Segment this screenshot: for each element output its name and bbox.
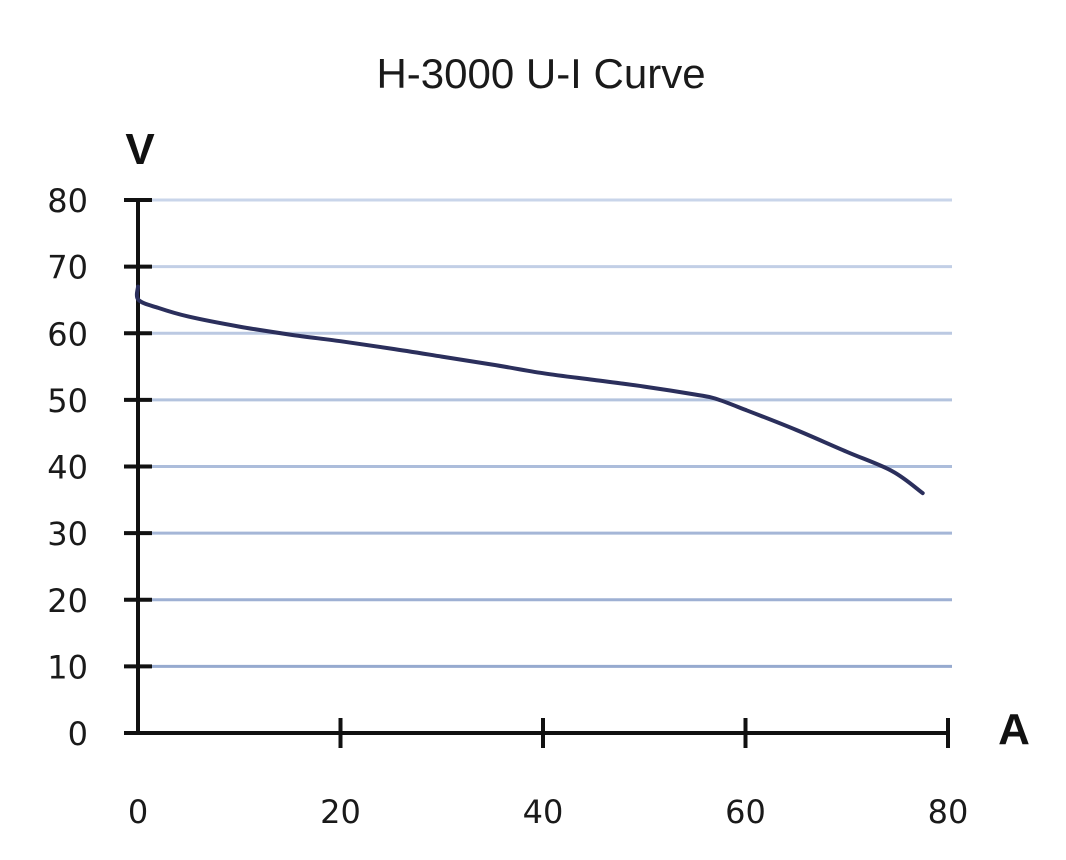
y-tick-label-50: 50 [47, 382, 88, 420]
x-tick-label-20: 20 [320, 793, 361, 831]
y-tick-label-30: 30 [47, 515, 88, 553]
y-tick-label-60: 60 [47, 315, 88, 353]
x-tick-label-40: 40 [523, 793, 564, 831]
x-axis-label: A [998, 705, 1030, 754]
x-tick-label-80: 80 [928, 793, 969, 831]
y-axis-label: V [125, 125, 155, 174]
y-tick-label-70: 70 [47, 249, 88, 287]
y-tick-label-0: 0 [68, 715, 88, 753]
axes [124, 198, 950, 748]
y-tick-label-10: 10 [47, 648, 88, 686]
chart-title: H-3000 U-I Curve [376, 50, 705, 97]
y-tick-label-40: 40 [47, 449, 88, 487]
series-line-0 [134, 284, 925, 496]
series-layer [134, 284, 925, 496]
y-tick-label-80: 80 [47, 182, 88, 220]
x-tick-label-60: 60 [725, 793, 766, 831]
grid-lines [138, 198, 952, 668]
x-tick-label-0: 0 [128, 793, 148, 831]
tick-labels: 0 10 20 30 40 50 60 70 80 0 20 40 60 80 [47, 182, 968, 831]
y-tick-label-20: 20 [47, 582, 88, 620]
